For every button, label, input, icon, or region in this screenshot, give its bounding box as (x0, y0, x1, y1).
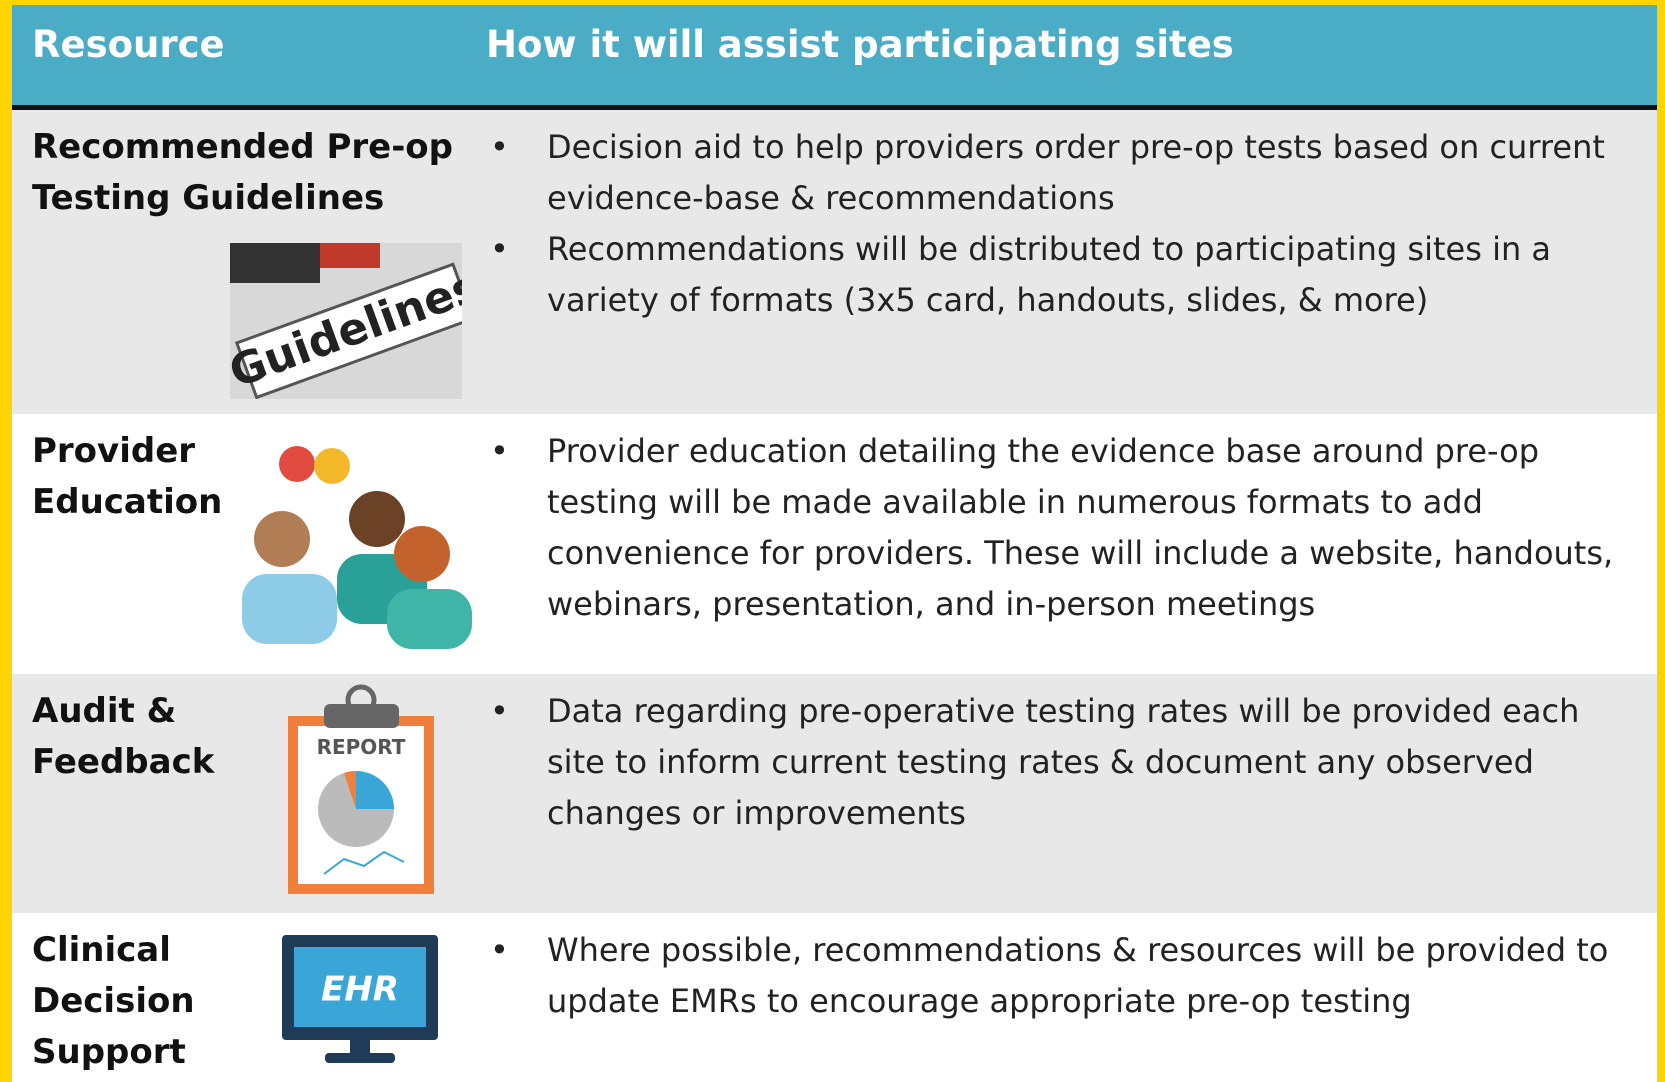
resource-line: Support (32, 1032, 186, 1072)
header-cell: How it will assist participating sites (486, 23, 1234, 66)
resource: Audit & Feedback (32, 686, 214, 788)
row: Recommended Pre-op Testing Guidelines Gui… (12, 110, 1657, 414)
item: Provider education detailing the evidenc… (482, 426, 1632, 630)
item: Decision aid to help providers order pre… (482, 122, 1632, 224)
resource-line: Education (32, 482, 223, 522)
ehr-icon: EHR (282, 935, 438, 1063)
resource: Recommended Pre-op Testing Guidelines (32, 122, 453, 224)
people-icon (242, 446, 472, 649)
header-cell: Resource (32, 23, 225, 66)
table: Resource How it will assist participatin… (12, 5, 1657, 1082)
icon-text: REPORT (317, 735, 406, 759)
resource-line: Audit & (32, 691, 177, 731)
item: Where possible, recommendations & resour… (482, 925, 1632, 1027)
resource: Clinical Decision Support (32, 925, 195, 1078)
items: Data regarding pre-operative testing rat… (482, 686, 1632, 839)
items: Provider education detailing the evidenc… (482, 426, 1632, 630)
row: Clinical Decision Support EHR Where possib… (12, 913, 1657, 1082)
resource-line: Provider (32, 431, 196, 471)
report-icon: REPORT (288, 684, 434, 894)
item: Recommendations will be distributed to p… (482, 224, 1632, 326)
items: Decision aid to help providers order pre… (482, 122, 1632, 326)
resource-line: Decision (32, 981, 195, 1021)
resource: Provider Education (32, 426, 222, 528)
row: Provider Education Provider education det… (12, 414, 1657, 674)
header: Resource How it will assist participatin… (12, 5, 1657, 110)
item: Data regarding pre-operative testing rat… (482, 686, 1632, 839)
resource-line: Testing Guidelines (32, 178, 385, 218)
items: Where possible, recommendations & resour… (482, 925, 1632, 1027)
row: Audit & Feedback REPORT Data regarding pr… (12, 674, 1657, 913)
resource-line: Clinical (32, 930, 171, 970)
resource-line: Recommended Pre-op (32, 127, 453, 167)
icon-text: EHR (321, 970, 399, 1010)
resource-line: Feedback (32, 742, 215, 782)
guidelines-icon: Guidelines (230, 243, 462, 399)
